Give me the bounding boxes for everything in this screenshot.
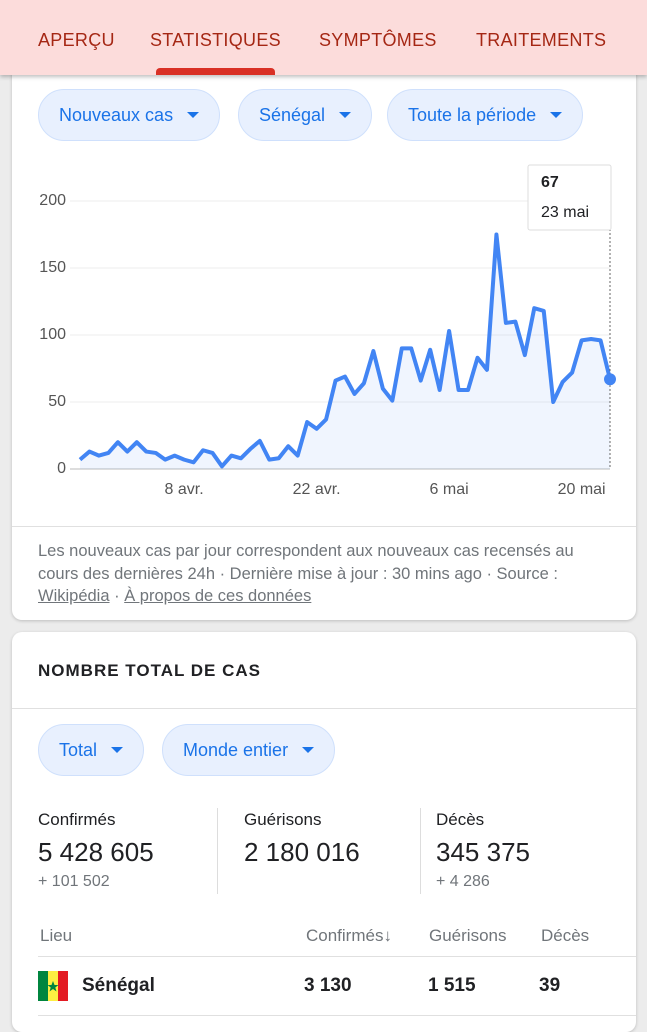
stat-value: 2 180 016 [244, 837, 360, 867]
chart-card [12, 60, 636, 620]
section-title: NOMBRE TOTAL DE CAS [38, 661, 262, 680]
stat-value: 5 428 605 [38, 837, 154, 867]
stat-value: 345 375 [436, 837, 530, 867]
y-tick-label: 100 [39, 326, 66, 343]
tab[interactable]: SYMPTÔMES [319, 30, 437, 50]
tooltip-date: 23 mai [541, 204, 589, 221]
separator: · [109, 587, 125, 605]
stat-label: Confirmés [38, 810, 116, 829]
filter-chip[interactable]: Monde entier [162, 724, 336, 776]
source-link[interactable]: Wikipédia [38, 587, 110, 605]
tab[interactable]: APERÇU [38, 30, 115, 50]
table-header: Lieu [40, 926, 73, 945]
footnote-text: Les nouveaux cas par jour correspondent … [38, 542, 574, 583]
flag [38, 971, 68, 1001]
active-tab-indicator [156, 68, 275, 75]
tab[interactable]: STATISTIQUES [150, 30, 281, 50]
filter-chip[interactable]: Sénégal [238, 89, 373, 141]
tab-bar: APERÇU STATISTIQUES SYMPTÔMES TRAITEMENT… [0, 0, 647, 75]
tooltip-value: 67 [541, 174, 559, 191]
footnote: Les nouveaux cas par jour correspondent … [38, 540, 618, 608]
line [78, 232, 612, 469]
divider [38, 956, 636, 957]
stat-delta: + 101 502 [38, 873, 110, 890]
stat-label: Décès [436, 810, 485, 829]
area [80, 234, 610, 469]
filter-chip[interactable]: Toute la période [387, 89, 584, 141]
stat-delta: + 4 286 [436, 873, 490, 890]
divider [12, 526, 636, 527]
y-tick-label: 200 [39, 192, 66, 209]
y-tick-label: 0 [57, 460, 66, 477]
tooltip-box [527, 164, 612, 231]
table-cell: 3 130 [304, 975, 352, 996]
table-cell: Sénégal [82, 975, 155, 996]
totals-card [12, 632, 636, 1032]
x-tick-label: 22 avr. [293, 481, 341, 498]
stat-label: Guérisons [244, 810, 322, 829]
table-header[interactable]: Confirmés↓ [306, 926, 392, 945]
divider [420, 808, 421, 894]
divider [217, 808, 218, 894]
filter-chip[interactable]: Total [38, 724, 145, 776]
divider [12, 708, 636, 709]
table-header: Décès [541, 926, 590, 945]
table-cell: 1 515 [428, 975, 476, 996]
y-tick-label: 50 [48, 393, 66, 410]
about-link[interactable]: À propos de ces données [124, 587, 312, 605]
x-tick-label: 6 mai [430, 481, 469, 498]
table-header: Guérisons [429, 926, 507, 945]
hover-dot [604, 373, 616, 386]
tab[interactable]: TRAITEMENTS [476, 30, 607, 50]
chart: 0 50 100 150 200 8 avr. 22 avr. 6 mai 20 mai 67 23… [39, 164, 616, 498]
x-tick-label: 8 avr. [165, 481, 204, 498]
divider [38, 1015, 636, 1016]
table-cell: 39 [539, 975, 561, 996]
filter-chip[interactable]: Nouveaux cas [38, 89, 221, 141]
x-tick-label: 20 mai [558, 481, 606, 498]
y-tick-label: 150 [39, 259, 66, 276]
